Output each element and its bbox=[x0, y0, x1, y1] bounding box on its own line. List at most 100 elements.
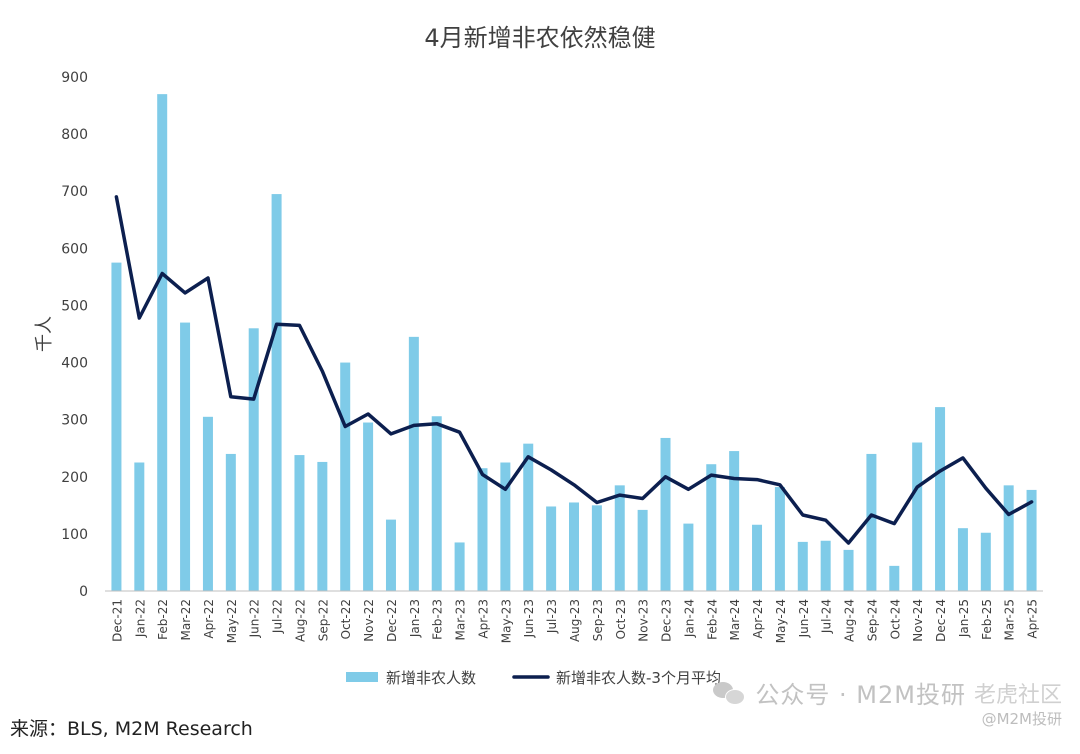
bar-Aug-24 bbox=[843, 549, 854, 591]
y-axis-title: 千人 bbox=[34, 316, 55, 352]
x-tick-label: Mar-24 bbox=[728, 599, 742, 640]
y-tick-label: 400 bbox=[61, 356, 88, 372]
bar-Sep-24 bbox=[866, 453, 877, 591]
x-tick-label: Nov-24 bbox=[911, 599, 925, 642]
y-tick-label: 600 bbox=[61, 241, 88, 257]
bar-Jan-22 bbox=[134, 462, 145, 591]
bar-Mar-23 bbox=[454, 542, 465, 591]
x-tick-label: Sep-22 bbox=[316, 599, 330, 641]
bar-Feb-23 bbox=[431, 416, 442, 591]
x-tick-label: Oct-22 bbox=[339, 599, 353, 639]
x-tick-label: Apr-24 bbox=[751, 599, 765, 639]
bar-Jun-23 bbox=[523, 443, 534, 591]
x-tick-label: Aug-22 bbox=[293, 599, 307, 642]
x-tick-label: Mar-23 bbox=[454, 599, 468, 640]
bar-Jan-23 bbox=[408, 336, 419, 591]
bar-Feb-24 bbox=[706, 464, 717, 591]
x-tick-label: Apr-25 bbox=[1026, 599, 1040, 639]
bar-Jan-24 bbox=[683, 523, 694, 591]
x-tick-label: Jan-25 bbox=[957, 599, 971, 638]
x-tick-label: Mar-22 bbox=[179, 599, 193, 640]
bar-Oct-23 bbox=[614, 485, 625, 591]
bar-Apr-23 bbox=[477, 468, 488, 591]
bar-May-24 bbox=[774, 487, 785, 591]
bar-Jun-22 bbox=[248, 328, 259, 591]
bar-Oct-22 bbox=[340, 362, 351, 591]
bar-Dec-21 bbox=[111, 262, 122, 591]
bar-Sep-22 bbox=[317, 461, 328, 591]
x-tick-label: May-24 bbox=[774, 599, 788, 643]
x-tick-label: May-22 bbox=[225, 599, 239, 643]
bar-Dec-23 bbox=[660, 437, 671, 591]
x-tick-label: Feb-24 bbox=[705, 599, 719, 640]
x-tick-label: Feb-22 bbox=[156, 599, 170, 640]
bar-Apr-22 bbox=[202, 416, 213, 591]
bar-Nov-23 bbox=[637, 509, 648, 591]
x-tick-label: Jun-23 bbox=[522, 599, 536, 638]
x-tick-label: Dec-21 bbox=[110, 599, 124, 642]
bar-Aug-23 bbox=[569, 502, 579, 591]
watermark-handle: @M2M投研 bbox=[981, 710, 1062, 728]
watermark-account-row: 公众号 · M2M投研 老虎社区 bbox=[713, 675, 1062, 710]
y-tick-label: 900 bbox=[61, 70, 88, 86]
x-tick-label: Feb-23 bbox=[431, 599, 445, 640]
bar-Jan-25 bbox=[957, 528, 968, 591]
y-tick-label: 100 bbox=[61, 527, 88, 543]
watermark-account: 公众号 · M2M投研 bbox=[755, 681, 966, 709]
y-tick-label: 800 bbox=[61, 127, 88, 143]
x-tick-label: Dec-22 bbox=[385, 599, 399, 642]
bar-Jul-22 bbox=[271, 194, 282, 592]
wechat-icon bbox=[713, 680, 747, 706]
x-tick-label: Mar-25 bbox=[1003, 599, 1017, 640]
y-tick-label: 200 bbox=[61, 470, 88, 486]
x-tick-label: Nov-22 bbox=[362, 599, 376, 642]
x-tick-label: Oct-23 bbox=[614, 599, 628, 639]
y-tick-label: 700 bbox=[61, 184, 88, 200]
x-tick-label: Jan-22 bbox=[133, 599, 147, 638]
x-tick-label: Jul-24 bbox=[820, 599, 834, 634]
chart-title: 4月新增非农依然稳健 bbox=[424, 24, 656, 52]
x-tick-label: Jul-22 bbox=[271, 599, 285, 634]
legend-line-label: 新增非农人数-3个月平均 bbox=[556, 669, 721, 687]
source-note: 来源：BLS, M2M Research bbox=[10, 718, 253, 740]
bar-Jul-24 bbox=[820, 540, 831, 591]
bar-Jul-23 bbox=[546, 506, 557, 591]
y-tick-label: 300 bbox=[61, 413, 88, 429]
bar-Apr-25 bbox=[1026, 489, 1037, 591]
combo-chart: 0 100 200 300 400 500 600 700 800 900 千人 Dec-21 Jan-… bbox=[34, 70, 1043, 687]
bar-Aug-22 bbox=[294, 455, 305, 591]
bar-Mar-24 bbox=[729, 451, 740, 591]
bar-Mar-25 bbox=[1003, 485, 1014, 591]
bar-Feb-25 bbox=[980, 532, 991, 591]
x-tick-label: Aug-24 bbox=[843, 599, 857, 642]
bar-Dec-24 bbox=[935, 407, 946, 591]
bar-Feb-22 bbox=[157, 94, 168, 591]
bar-Apr-24 bbox=[752, 524, 763, 591]
bar-Oct-24 bbox=[889, 565, 900, 591]
bar-Mar-22 bbox=[180, 322, 191, 591]
bar-Sep-23 bbox=[591, 505, 602, 591]
bar-Dec-22 bbox=[385, 519, 396, 591]
bar-Nov-24 bbox=[912, 442, 923, 591]
watermark: 公众号 · M2M投研 老虎社区 @M2M投研 bbox=[713, 675, 1062, 729]
x-tick-label: Dec-24 bbox=[934, 599, 948, 642]
x-tick-label: May-23 bbox=[499, 599, 513, 643]
bar-May-22 bbox=[225, 453, 236, 591]
watermark-forum: 老虎社区 bbox=[973, 682, 1062, 708]
x-tick-label: Jan-23 bbox=[408, 599, 422, 638]
x-tick-label: Apr-23 bbox=[476, 599, 490, 639]
x-tick-label: Sep-24 bbox=[865, 599, 879, 641]
bar-Jun-24 bbox=[797, 541, 808, 591]
y-tick-label: 0 bbox=[79, 584, 88, 600]
x-tick-label: Jul-23 bbox=[545, 599, 559, 634]
legend-bar-label: 新增非农人数 bbox=[386, 669, 476, 687]
bar-Nov-22 bbox=[363, 422, 374, 591]
x-tick-label: Apr-22 bbox=[202, 599, 216, 639]
x-tick-label: Feb-25 bbox=[980, 599, 994, 640]
x-tick-label: Dec-23 bbox=[660, 599, 674, 642]
x-tick-label: Oct-24 bbox=[888, 599, 902, 639]
x-tick-label: Jan-24 bbox=[682, 599, 696, 638]
x-tick-label: Jun-22 bbox=[248, 599, 262, 638]
bar-May-23 bbox=[500, 462, 511, 591]
x-tick-label: Nov-23 bbox=[637, 599, 651, 642]
